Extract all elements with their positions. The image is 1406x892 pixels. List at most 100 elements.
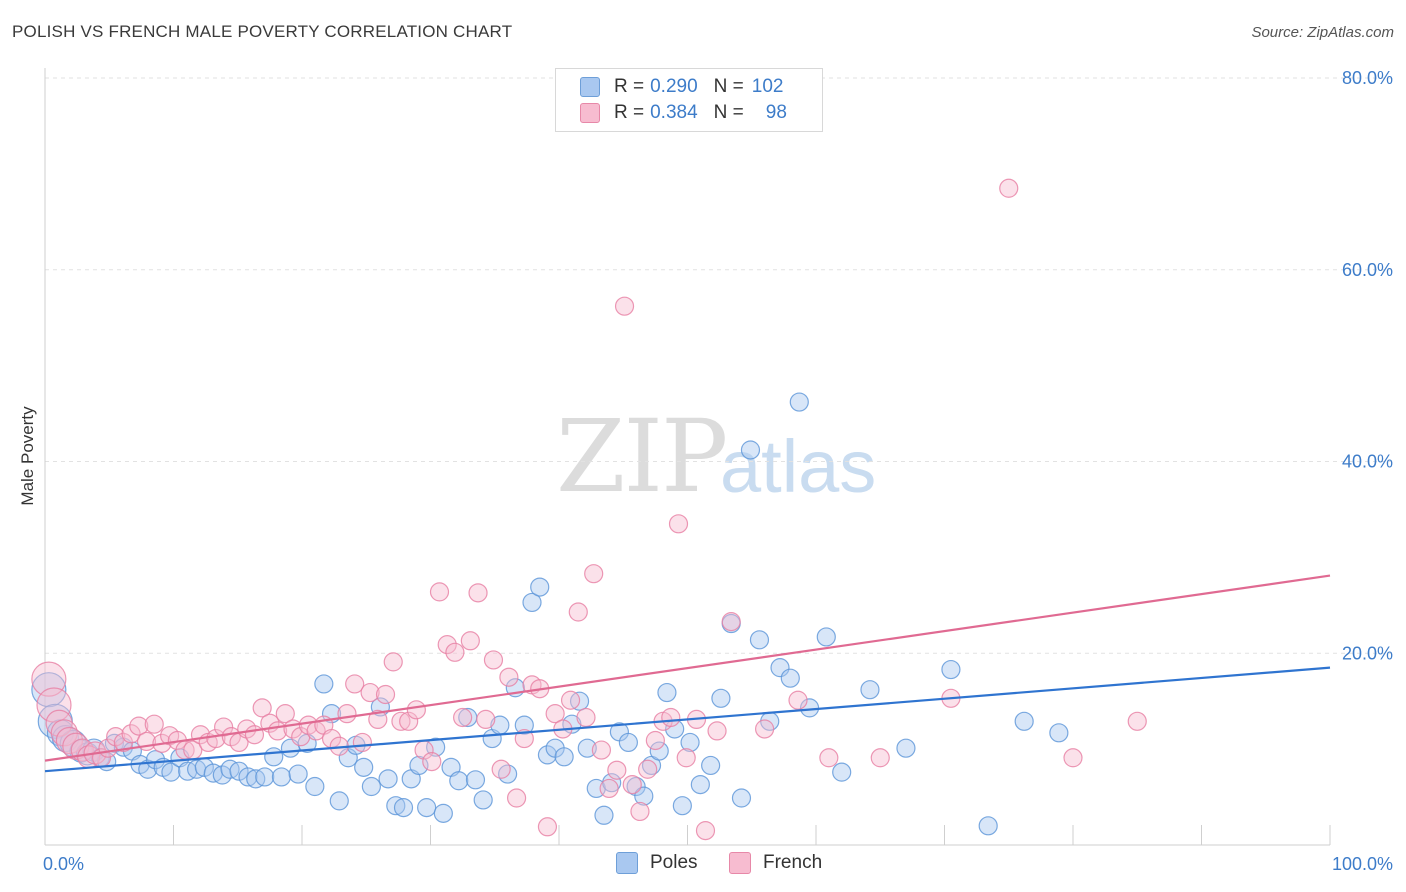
french-legend-swatch <box>729 852 751 874</box>
french-legend-label: French <box>763 852 823 873</box>
source-label: Source: ZipAtlas.com <box>1251 24 1394 41</box>
french-point <box>237 719 257 739</box>
french-point <box>819 748 839 768</box>
poles-point <box>680 732 700 753</box>
poles-point <box>31 672 67 708</box>
legend-item-poles[interactable]: Poles <box>616 852 698 874</box>
poles-point <box>577 738 597 758</box>
legend-row-french: R = 0.384 N = 98 <box>580 101 787 125</box>
french-point <box>352 732 372 753</box>
french-point <box>668 514 689 534</box>
poles-n-value: 102 <box>751 76 784 97</box>
french-point <box>45 709 73 737</box>
french-point <box>375 684 396 705</box>
poles-point <box>649 741 669 761</box>
french-point <box>754 719 775 739</box>
poles-point <box>711 688 731 708</box>
poles-point <box>305 776 325 797</box>
poles-point <box>618 732 638 753</box>
french-point <box>429 582 450 602</box>
french-point <box>491 759 511 779</box>
poles-swatch <box>580 77 600 97</box>
french-point <box>391 711 411 731</box>
poles-point <box>554 747 574 767</box>
poles-point <box>594 805 614 825</box>
poles-point <box>978 816 998 836</box>
french-point <box>695 821 716 841</box>
french-point <box>568 602 588 622</box>
french-point <box>337 704 357 724</box>
french-point <box>506 788 527 808</box>
poles-point <box>1049 723 1069 743</box>
french-point <box>31 661 67 697</box>
poles-point <box>288 764 308 784</box>
legend-item-french[interactable]: French <box>729 852 822 874</box>
french-r-value: 0.384 <box>650 102 698 123</box>
axes <box>44 68 1331 846</box>
french-point <box>645 730 665 751</box>
poles-r-value: 0.290 <box>650 76 698 97</box>
french-point <box>788 690 808 710</box>
french-point <box>483 650 504 670</box>
poles-point <box>393 798 414 818</box>
poles-point <box>731 788 752 808</box>
watermark-zip: ZIP <box>556 398 728 515</box>
poles-point <box>749 630 770 650</box>
chart-title: POLISH VS FRENCH MALE POVERTY CORRELATIO… <box>12 22 513 41</box>
french-point <box>422 751 442 772</box>
french-point <box>360 682 380 703</box>
french-point <box>545 704 565 724</box>
poles-r-label: R = <box>614 76 645 97</box>
french-point <box>537 817 558 837</box>
y-tick-label: 60.0% <box>1342 260 1393 280</box>
poles-point <box>361 776 381 797</box>
french-point <box>275 704 295 724</box>
french-point <box>121 724 141 744</box>
french-point <box>106 727 126 747</box>
french-point <box>36 687 72 723</box>
french-point <box>870 748 890 768</box>
french-point <box>607 760 627 780</box>
french-point <box>499 667 519 687</box>
x-tick-label: 0.0% <box>43 854 84 874</box>
poles-point <box>449 771 469 791</box>
poles-point <box>896 738 916 758</box>
french-point <box>591 740 612 760</box>
poles-point <box>941 659 961 680</box>
poles-point <box>690 774 710 795</box>
french-n-label: N = <box>713 102 744 123</box>
poles-legend-label: Poles <box>650 852 698 873</box>
french-point <box>676 748 696 768</box>
poles-point <box>264 747 284 767</box>
french-point <box>244 725 265 745</box>
poles-point <box>314 674 334 694</box>
poles-point <box>832 762 852 782</box>
french-point <box>206 728 226 749</box>
poles-point <box>409 755 429 776</box>
poles-point <box>329 791 349 811</box>
poles-point <box>433 803 453 823</box>
x-tick-label: 100.0% <box>1332 854 1393 874</box>
french-point <box>630 801 650 822</box>
poles-legend-swatch <box>616 852 638 874</box>
poles-point <box>789 392 809 412</box>
poles-n-label: N = <box>713 76 744 97</box>
trend-lines <box>44 574 1331 773</box>
poles-point <box>473 790 493 810</box>
french-point <box>721 612 741 632</box>
poles-point <box>634 786 654 806</box>
poles-trend-line <box>44 666 1331 773</box>
french-point <box>399 711 419 731</box>
french-point <box>707 721 727 741</box>
french-point <box>453 707 473 728</box>
french-point <box>999 178 1019 198</box>
y-tick-label: 40.0% <box>1342 452 1393 472</box>
french-point <box>1063 748 1083 768</box>
poles-point <box>426 737 446 757</box>
poles-point <box>271 767 292 787</box>
french-point <box>460 631 480 651</box>
french-point <box>129 716 149 736</box>
poles-point <box>740 440 761 460</box>
french-swatch <box>580 103 600 123</box>
